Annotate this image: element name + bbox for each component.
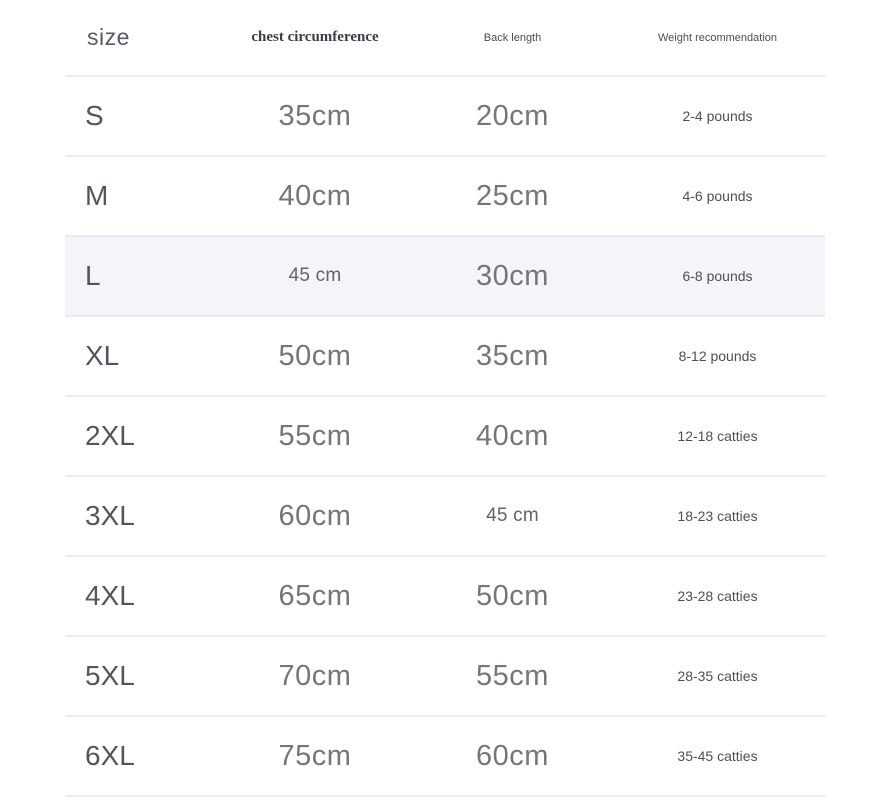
weight-cell: 12-18 catties xyxy=(677,428,758,444)
table-row: 4XL 65cm 50cm 23-28 catties xyxy=(65,557,825,637)
chest-cell: 70cm xyxy=(278,659,352,692)
back-cell: 60cm xyxy=(476,739,549,772)
chest-cell: 55cm xyxy=(278,419,352,452)
table-header-row: size chest circumference Back length Wei… xyxy=(65,0,825,77)
back-cell: 40cm xyxy=(476,419,549,452)
size-cell: S xyxy=(85,100,104,131)
size-cell: 6XL xyxy=(85,740,135,771)
back-cell: 45 cm xyxy=(486,505,539,526)
size-chart-table: size chest circumference Back length Wei… xyxy=(65,0,825,797)
column-header-back-length: Back length xyxy=(483,31,542,44)
table-row: 2XL 55cm 40cm 12-18 catties xyxy=(65,397,825,477)
size-cell: 5XL xyxy=(85,660,135,691)
size-cell: 2XL xyxy=(85,420,135,451)
back-cell: 30cm xyxy=(476,259,549,292)
weight-cell: 8-12 pounds xyxy=(678,348,757,364)
weight-cell: 35-45 catties xyxy=(677,748,758,764)
back-cell: 20cm xyxy=(476,99,549,132)
size-cell: XL xyxy=(85,340,120,371)
back-cell: 35cm xyxy=(476,339,549,372)
back-cell: 25cm xyxy=(476,179,549,212)
chest-cell: 35cm xyxy=(278,99,352,132)
weight-cell: 28-35 catties xyxy=(677,668,758,684)
table-row: 6XL 75cm 60cm 35-45 catties xyxy=(65,717,825,797)
table-row: S 35cm 20cm 2-4 pounds xyxy=(65,77,825,157)
chest-cell: 40cm xyxy=(278,179,352,212)
chest-cell: 50cm xyxy=(278,339,352,372)
weight-cell: 23-28 catties xyxy=(677,588,758,604)
table-row: 3XL 60cm 45 cm 18-23 catties xyxy=(65,477,825,557)
table-row: M 40cm 25cm 4-6 pounds xyxy=(65,157,825,237)
column-header-size: size xyxy=(87,24,130,50)
weight-cell: 2-4 pounds xyxy=(682,108,753,124)
back-cell: 55cm xyxy=(476,659,549,692)
chest-cell: 60cm xyxy=(278,499,352,532)
table-row: XL 50cm 35cm 8-12 pounds xyxy=(65,317,825,397)
weight-cell: 4-6 pounds xyxy=(682,188,753,204)
size-cell: L xyxy=(85,260,101,291)
weight-cell: 6-8 pounds xyxy=(682,268,753,284)
column-header-chest-circumference: chest circumference xyxy=(251,29,379,45)
back-cell: 50cm xyxy=(476,579,549,612)
column-header-weight-recommendation: Weight recommendation xyxy=(657,31,778,44)
chest-cell: 65cm xyxy=(278,579,352,612)
chest-cell: 75cm xyxy=(278,739,352,772)
size-cell: 3XL xyxy=(85,500,135,531)
size-cell: M xyxy=(85,180,109,211)
weight-cell: 18-23 catties xyxy=(677,508,758,524)
table-row: 5XL 70cm 55cm 28-35 catties xyxy=(65,637,825,717)
chest-cell: 45 cm xyxy=(288,265,342,286)
size-cell: 4XL xyxy=(85,580,135,611)
table-row-highlighted: L 45 cm 30cm 6-8 pounds xyxy=(65,237,825,317)
